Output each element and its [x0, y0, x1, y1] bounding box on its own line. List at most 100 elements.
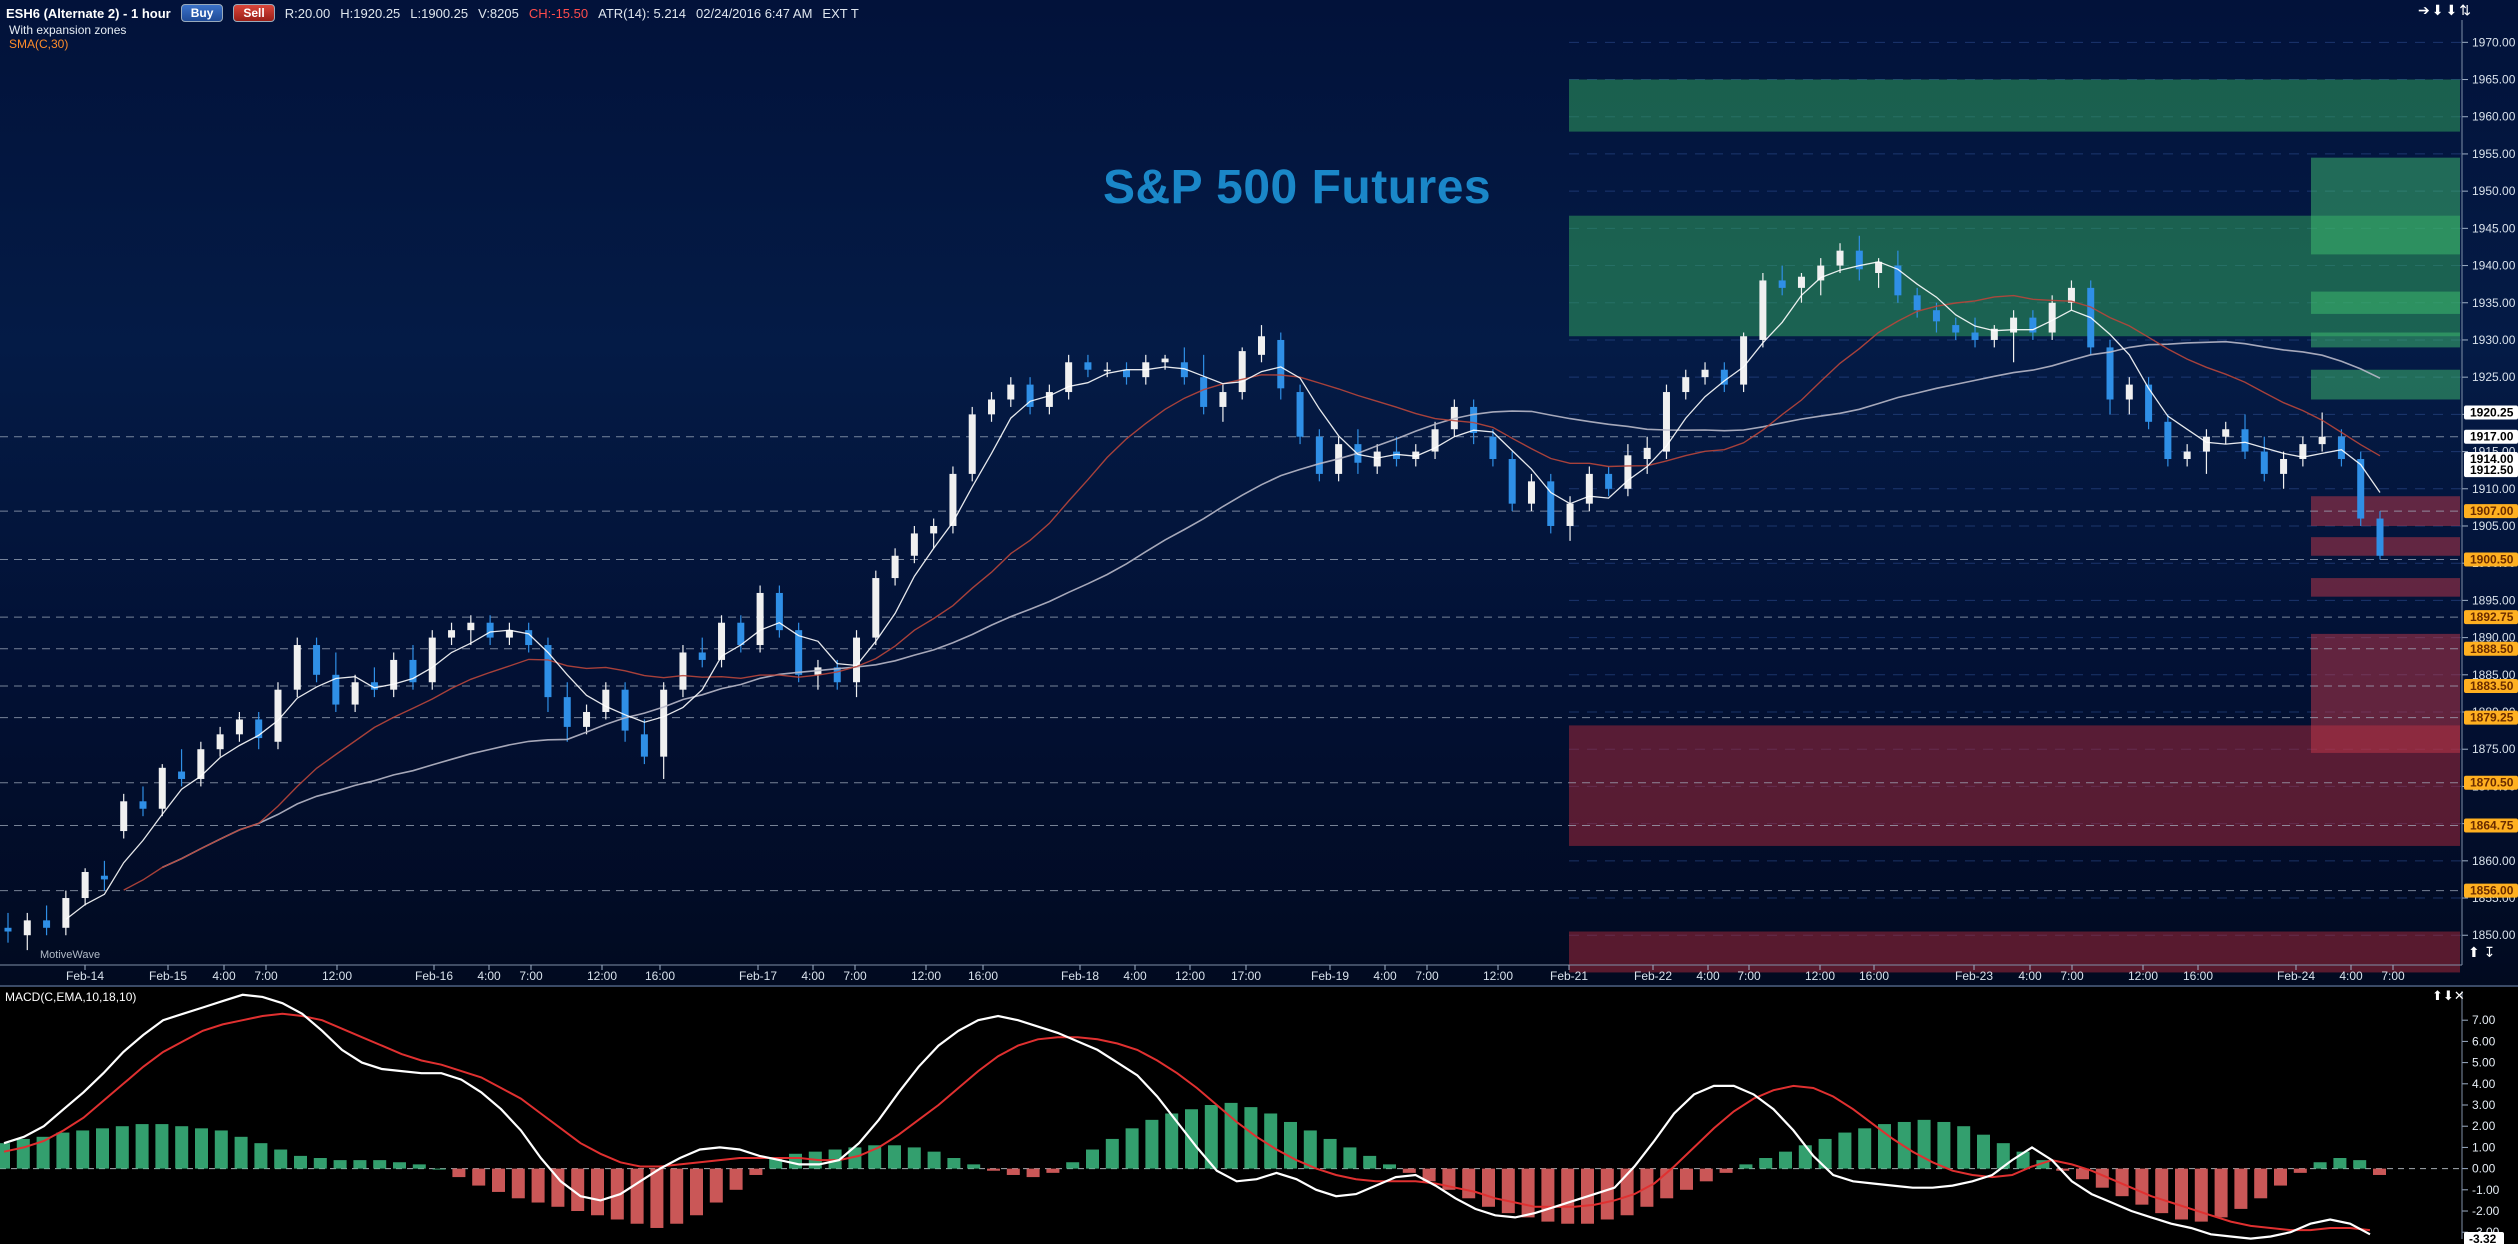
macd-hist-bar-68 [1343, 1147, 1357, 1169]
candle-body-97 [1875, 261, 1883, 273]
candle-body-115 [2222, 429, 2230, 437]
candle-body-53 [1026, 384, 1034, 407]
candle-body-104 [2010, 317, 2018, 333]
macd-panel[interactable]: 7.00 6.00 5.00 4.00 3.00 2.00 1.00 0.00 -1.00 -2.… [0, 987, 2518, 1244]
price-marker-box-0 [2464, 405, 2518, 420]
macd-hist-bar-57 [1125, 1128, 1139, 1169]
y-tick-label-0: 1970.00 [2472, 35, 2516, 49]
candle-body-33 [640, 734, 648, 757]
macd-hist-bar-35 [690, 1168, 703, 1216]
price-marker-box-11 [2464, 818, 2518, 833]
candle-body-13 [255, 719, 263, 739]
candle-body-109 [2106, 347, 2114, 400]
price-marker-label-12: 1856.00 [2470, 884, 2514, 898]
candle-body-47 [910, 533, 918, 556]
macd-hist-bar-43 [848, 1147, 862, 1169]
macd-hist-bar-36 [709, 1168, 723, 1203]
macd-hist-bar-105 [2076, 1168, 2089, 1180]
macd-hist-bar-56 [1105, 1138, 1119, 1169]
y-tick-label-15: 1895.00 [2472, 593, 2516, 607]
price-marker-box-8 [2464, 678, 2518, 693]
x-tick-label-12: 7:00 [843, 969, 867, 983]
arrow-right-icon[interactable]: ➔ [2418, 2, 2432, 18]
candle-body-20 [390, 659, 398, 690]
scroll-down-icon[interactable]: ↧ [2483, 944, 2496, 960]
candle-body-103 [1990, 328, 1998, 340]
arrow-up-icon[interactable]: ⬆ [2468, 944, 2480, 960]
buy-button[interactable]: Buy [180, 4, 224, 22]
macd-hist-bar-2 [36, 1136, 50, 1169]
candle-body-28 [544, 645, 552, 698]
candle-body-91 [1759, 280, 1767, 340]
macd-hist-bar-27 [531, 1168, 545, 1203]
price-marker-box-7 [2464, 641, 2518, 656]
x-tick-label-36: 7:00 [2381, 969, 2405, 983]
macd-hist-bar-113 [2234, 1168, 2248, 1209]
price-marker-box-1 [2464, 429, 2518, 444]
x-tick-label-27: 12:00 [1805, 969, 1835, 983]
macd-hist-bar-32 [630, 1168, 644, 1224]
arrow-down-icon-2[interactable]: ⬇ [2445, 2, 2460, 18]
arrow-down-icon[interactable]: ⬇ [2442, 988, 2454, 1003]
x-tick-label-18: 17:00 [1231, 969, 1261, 983]
candle-body-118 [2280, 459, 2288, 474]
candle-body-111 [2145, 384, 2153, 422]
x-tick-label-1: Feb-15 [149, 969, 187, 983]
macd-hist-bar-109 [2155, 1168, 2169, 1214]
candle-body-96 [1855, 250, 1863, 270]
arrow-up-icon[interactable]: ⬆ [2432, 988, 2443, 1003]
y-tick-label-5: 1945.00 [2472, 221, 2516, 235]
macd-hist-bar-79 [1561, 1168, 1575, 1224]
macd-hist-bar-23 [452, 1168, 466, 1178]
macd-y-tick-label-7: 0.00 [2472, 1162, 2496, 1176]
candle-body-73 [1412, 451, 1420, 460]
macd-y-tick-label-9: -2.00 [2472, 1204, 2500, 1218]
price-marker-label-7: 1888.50 [2470, 642, 2514, 656]
macd-y-tick-label-4: 3.00 [2472, 1098, 2496, 1112]
candle-body-4 [81, 871, 89, 899]
candle-body-76 [1470, 406, 1478, 433]
x-tick-label-13: 12:00 [911, 969, 941, 983]
macd-hist-bar-111 [2194, 1168, 2208, 1222]
price-marker-box-6 [2464, 610, 2518, 625]
candle-body-43 [833, 667, 841, 683]
arrow-down-icon[interactable]: ⬇ [2431, 2, 2446, 18]
y-tick-label-22: 1860.00 [2472, 854, 2516, 868]
macd-hist-bar-24 [472, 1168, 486, 1186]
macd-hist-bar-88 [1739, 1164, 1753, 1169]
macd-hist-bar-7 [135, 1124, 149, 1169]
chart-nav-icons[interactable]: ➔⬇⬇⇅ [2418, 2, 2473, 19]
x-tick-label-28: 16:00 [1859, 969, 1889, 983]
scroll-icons[interactable]: ⬆ ↧ [2468, 944, 2495, 961]
macd-hist-bar-50 [987, 1168, 1000, 1171]
macd-hist-bar-92 [1818, 1138, 1832, 1169]
candle-body-72 [1392, 451, 1400, 460]
macd-hist-bar-17 [333, 1160, 347, 1169]
candle-body-31 [602, 689, 610, 713]
close-icon[interactable]: ✕ [2453, 988, 2465, 1003]
macd-hist-bar-51 [1006, 1168, 1020, 1175]
candle-body-1 [23, 920, 31, 936]
macd-hist-bar-49 [967, 1164, 981, 1169]
panel-divider[interactable] [0, 985, 2518, 987]
x-tick-label-31: 7:00 [2060, 969, 2084, 983]
macd-hist-bar-53 [1046, 1168, 1060, 1173]
candle-body-0 [4, 927, 12, 932]
x-tick-label-32: 12:00 [2128, 969, 2158, 983]
candle-body-9 [178, 771, 186, 779]
macd-hist-bar-89 [1759, 1158, 1773, 1169]
macd-hist-bar-98 [1937, 1121, 1951, 1169]
macd-hist-bar-45 [888, 1145, 901, 1169]
price-chart-panel[interactable]: 1970.00 1965.00 1960.00 1955.00 1950.00 1945.… [0, 0, 2518, 985]
candle-body-95 [1836, 250, 1844, 266]
price-chart-svg: 1970.00 1965.00 1960.00 1955.00 1950.00 1945.… [0, 20, 2518, 983]
candle-body-5 [100, 875, 108, 880]
macd-hist-bar-34 [670, 1168, 684, 1224]
candle-body-74 [1431, 429, 1439, 452]
macd-panel-icons[interactable]: ⬆⬇✕ [2432, 988, 2465, 1004]
macd-hist-bar-18 [353, 1160, 367, 1169]
macd-y-tick-label-0: 7.00 [2472, 1013, 2496, 1027]
sell-button[interactable]: Sell [233, 4, 275, 22]
expand-icon[interactable]: ⇅ [2459, 2, 2473, 18]
candle-body-17 [332, 674, 340, 705]
